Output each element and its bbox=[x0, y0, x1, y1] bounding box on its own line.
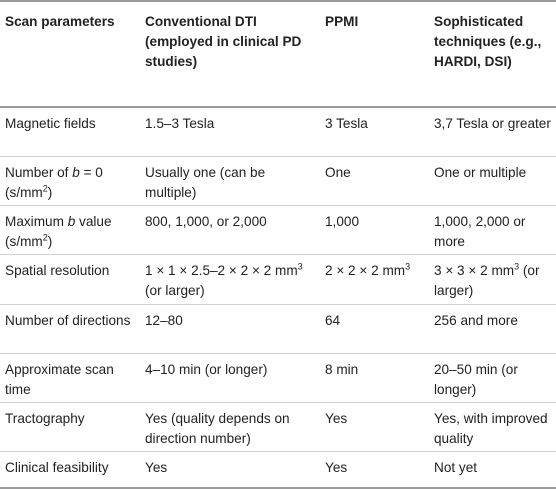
cell-sophisticated: 256 and more bbox=[429, 304, 556, 354]
cell-ppmi: 64 bbox=[320, 304, 429, 354]
header-ppmi: PPMI bbox=[320, 0, 429, 108]
cell-sophisticated: 20–50 min (or longer) bbox=[429, 353, 556, 403]
cell-ppmi: 2 × 2 × 2 mm3 bbox=[320, 254, 429, 305]
row-label: Maximum b value (s/mm2) bbox=[0, 205, 140, 255]
label-text: value (s/mm bbox=[5, 213, 112, 249]
header-scan-parameters: Scan parameters bbox=[0, 0, 140, 108]
table-row: Maximum b value (s/mm2) 800, 1,000, or 2… bbox=[0, 205, 556, 255]
cell-ppmi: Yes bbox=[320, 451, 429, 489]
table-row: Clinical feasibility Yes Yes Not yet bbox=[0, 451, 556, 489]
cell-text: 1 × 1 × 2.5–2 × 2 × 2 mm bbox=[145, 262, 298, 278]
cell-dti: Usually one (can be multiple) bbox=[140, 156, 320, 206]
cell-dti: 12–80 bbox=[140, 304, 320, 354]
b-variable: b bbox=[72, 164, 80, 180]
unit-superscript: 3 bbox=[514, 260, 520, 271]
cell-dti: 800, 1,000, or 2,000 bbox=[140, 205, 320, 255]
table-body: Magnetic fields 1.5–3 Tesla 3 Tesla 3,7 … bbox=[0, 107, 556, 489]
cell-dti: 1 × 1 × 2.5–2 × 2 × 2 mm3 (or larger) bbox=[140, 254, 320, 305]
cell-text: (or larger) bbox=[145, 282, 205, 298]
header-row: Scan parameters Conventional DTI (employ… bbox=[0, 0, 556, 108]
b-variable: b bbox=[67, 213, 76, 229]
cell-dti: Yes bbox=[140, 451, 320, 489]
row-label: Spatial resolution bbox=[0, 254, 140, 305]
cell-sophisticated: 3,7 Tesla or greater bbox=[429, 107, 556, 157]
cell-dti: 1.5–3 Tesla bbox=[140, 107, 320, 157]
unit-superscript: 2 bbox=[42, 231, 48, 242]
table-row: Tractography Yes (quality depends on dir… bbox=[0, 402, 556, 452]
table-row: Magnetic fields 1.5–3 Tesla 3 Tesla 3,7 … bbox=[0, 107, 556, 157]
row-label: Clinical feasibility bbox=[0, 451, 140, 489]
cell-dti: 4–10 min (or longer) bbox=[140, 353, 320, 403]
table-row: Number of b = 0 (s/mm2) Usually one (can… bbox=[0, 156, 556, 206]
cell-ppmi: 8 min bbox=[320, 353, 429, 403]
cell-sophisticated: 3 × 3 × 2 mm3 (or larger) bbox=[429, 254, 556, 305]
label-text: ) bbox=[47, 184, 53, 200]
label-text: Number of bbox=[5, 164, 73, 180]
table-row: Approximate scan time 4–10 min (or longe… bbox=[0, 353, 556, 403]
unit-superscript: 3 bbox=[405, 260, 411, 271]
header-conventional-dti: Conventional DTI (employed in clinical P… bbox=[140, 0, 320, 108]
cell-text: 3 × 3 × 2 mm bbox=[434, 262, 515, 278]
row-label: Tractography bbox=[0, 402, 140, 452]
cell-text: 2 × 2 × 2 mm bbox=[325, 262, 406, 278]
row-label: Number of directions bbox=[0, 304, 140, 354]
cell-ppmi: One bbox=[320, 156, 429, 206]
cell-sophisticated: 1,000, 2,000 or more bbox=[429, 205, 556, 255]
table-header: Scan parameters Conventional DTI (employ… bbox=[0, 0, 556, 108]
unit-superscript: 2 bbox=[42, 182, 48, 193]
label-text: Maximum bbox=[5, 213, 68, 229]
table-row: Number of directions 12–80 64 256 and mo… bbox=[0, 304, 556, 354]
label-text: = 0 (s/mm bbox=[5, 164, 103, 200]
row-label: Magnetic fields bbox=[0, 107, 140, 157]
cell-sophisticated: One or multiple bbox=[429, 156, 556, 206]
header-sophisticated-techniques: Sophisticated techniques (e.g., HARDI, D… bbox=[429, 0, 556, 108]
row-label: Approximate scan time bbox=[0, 353, 140, 403]
cell-text: (or larger) bbox=[434, 262, 540, 298]
cell-ppmi: 3 Tesla bbox=[320, 107, 429, 157]
unit-superscript: 3 bbox=[297, 260, 303, 271]
cell-ppmi: Yes bbox=[320, 402, 429, 452]
cell-sophisticated: Yes, with improved quality bbox=[429, 402, 556, 452]
cell-ppmi: 1,000 bbox=[320, 205, 429, 255]
label-text: ) bbox=[47, 233, 53, 249]
table-row: Spatial resolution 1 × 1 × 2.5–2 × 2 × 2… bbox=[0, 254, 556, 305]
cell-sophisticated: Not yet bbox=[429, 451, 556, 489]
cell-dti: Yes (quality depends on direction number… bbox=[140, 402, 320, 452]
row-label: Number of b = 0 (s/mm2) bbox=[0, 156, 140, 206]
